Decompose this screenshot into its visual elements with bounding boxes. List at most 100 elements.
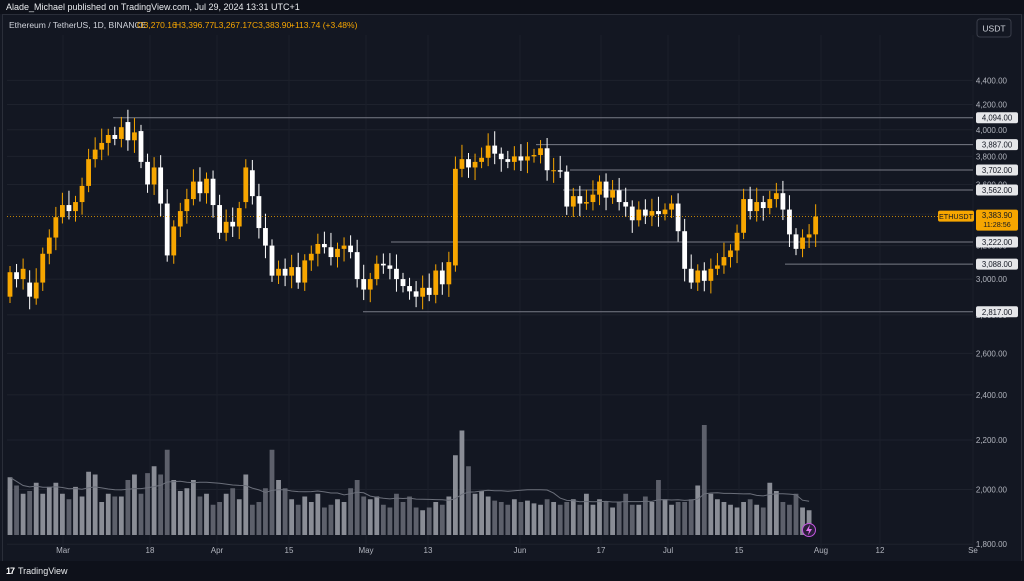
candle-body — [656, 211, 661, 215]
volume-bar — [649, 502, 655, 535]
volume-bar — [754, 504, 760, 535]
volume-bar — [367, 499, 373, 535]
chart-panel[interactable]: 4,400.004,200.004,000.003,800.003,600.00… — [2, 14, 1022, 563]
candle-body — [616, 190, 622, 203]
volume-bar — [105, 493, 111, 535]
candle-body — [204, 178, 209, 194]
volume-bar — [538, 504, 543, 535]
candle-body — [53, 217, 59, 238]
currency-button[interactable] — [976, 18, 1012, 38]
candle-body — [407, 286, 412, 292]
candle-body — [701, 270, 707, 281]
volume-bar — [27, 491, 33, 535]
volume-bar — [420, 510, 426, 535]
volume-bar — [217, 502, 222, 535]
y-tick-label: 2,600.00 — [976, 349, 1008, 358]
symbol-tag-label: ETHUSDT — [939, 212, 974, 221]
footer-bar — [0, 561, 1024, 581]
level-tag — [976, 258, 1018, 270]
volume-bar — [610, 507, 615, 535]
last-price-tag — [976, 209, 1018, 231]
tradingview-brand[interactable]: 17 TradingView — [6, 566, 68, 576]
x-tick-label: Jun — [514, 546, 527, 555]
candle-body — [308, 253, 314, 261]
candle-body — [688, 268, 694, 283]
candle-body — [544, 148, 550, 171]
candle-body — [14, 272, 19, 280]
volume-bar — [315, 493, 321, 535]
volume-bar — [479, 491, 484, 535]
candle-body — [151, 167, 157, 185]
volume-bar — [728, 504, 733, 535]
candle-body — [682, 231, 688, 269]
volume-bar — [492, 500, 498, 535]
volume-bar — [570, 499, 576, 535]
volume-bar — [525, 500, 530, 535]
volume-bar — [132, 474, 137, 535]
candle-body — [145, 161, 150, 185]
candle-body — [662, 209, 668, 215]
volume-bar — [112, 496, 118, 535]
volume-bar — [374, 496, 380, 535]
candle-body — [354, 252, 360, 280]
x-tick-label: Mar — [56, 546, 70, 555]
last-price-label: 3,383.90 — [982, 211, 1013, 220]
volume-bar — [793, 493, 799, 535]
level-tag — [976, 112, 1018, 124]
volume-bar — [295, 504, 301, 535]
volume-bar — [511, 499, 517, 535]
volume-bar — [407, 496, 412, 535]
candle-body — [518, 156, 524, 161]
candle-body — [328, 247, 334, 258]
candle-body — [33, 282, 39, 299]
volume-bar — [276, 480, 281, 535]
candle-body — [453, 168, 458, 266]
candle-body — [86, 159, 91, 186]
x-tick-label: Apr — [211, 546, 224, 555]
candle-body — [603, 181, 609, 198]
volume-bar — [151, 466, 157, 535]
candle-body — [551, 170, 557, 172]
candle-body — [158, 167, 164, 204]
candle-body — [210, 178, 216, 206]
ohlc-low: L3,267.17 — [214, 20, 252, 30]
candle-body — [505, 159, 511, 162]
candle-body — [40, 253, 46, 283]
volume-bar — [623, 493, 629, 535]
ohlc-open: O3,270.16 — [137, 20, 177, 30]
candle-body — [112, 135, 118, 139]
volume-bar — [577, 504, 583, 535]
ohlc-high: H3,396.77 — [175, 20, 214, 30]
y-tick-label: 3,800.00 — [976, 152, 1008, 161]
volume-bar — [682, 502, 688, 535]
candle-body — [387, 265, 393, 269]
volume-bar — [269, 449, 275, 535]
volume-bar — [433, 502, 439, 535]
candle-body — [433, 270, 439, 295]
volume-bar — [46, 486, 52, 535]
candle-body — [60, 205, 65, 218]
volume-bar — [236, 499, 242, 535]
candle-body — [498, 153, 504, 160]
tradingview-logo-icon: 17 — [6, 566, 15, 576]
volume-bar — [53, 482, 59, 535]
volume-bar — [99, 502, 105, 535]
candle-body — [642, 209, 648, 216]
volume-bar — [138, 493, 144, 535]
candle-body — [171, 226, 177, 256]
candle-body — [20, 268, 26, 280]
volume-bar — [413, 507, 419, 535]
candle-body — [649, 211, 655, 216]
candle-body — [27, 282, 33, 297]
currency-button-label[interactable]: USDT — [982, 24, 1005, 34]
volume-bar — [145, 473, 150, 535]
volume-bar — [243, 474, 249, 535]
volume-bar — [394, 493, 399, 535]
candle-body — [813, 216, 819, 235]
volume-bar — [223, 493, 229, 535]
lightning-icon[interactable] — [802, 523, 816, 537]
x-tick-label: 18 — [146, 546, 155, 555]
candle-body — [511, 156, 517, 162]
price-chart[interactable]: 4,400.004,200.004,000.003,800.003,600.00… — [3, 15, 1021, 562]
volume-bar — [249, 504, 255, 535]
